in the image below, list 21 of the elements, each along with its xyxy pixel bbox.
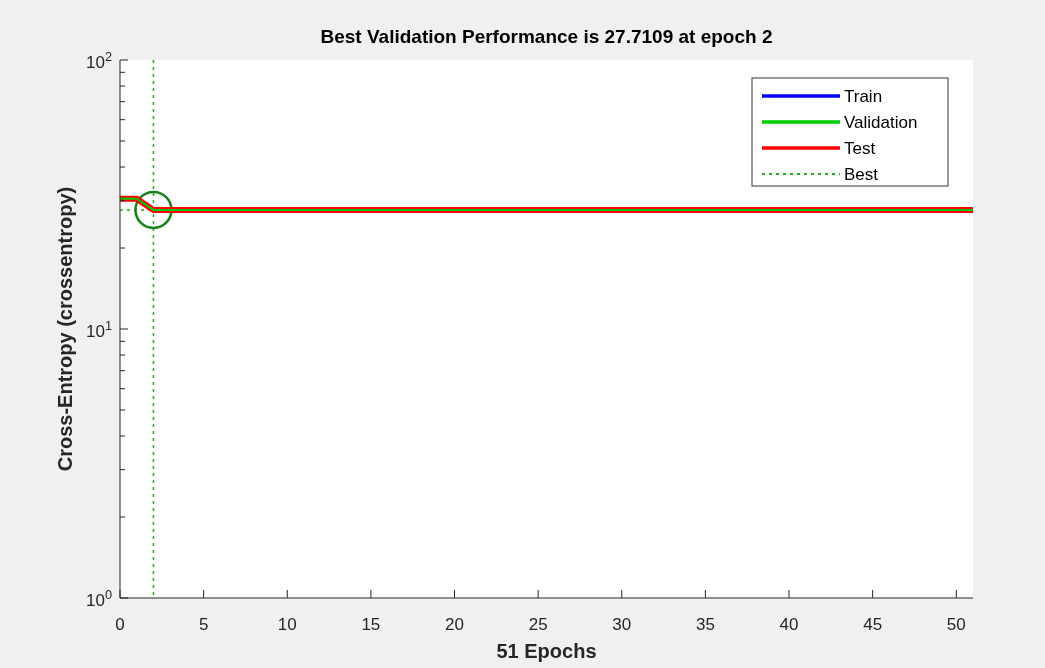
x-tick-label: 10 — [277, 615, 297, 634]
x-tick-label: 35 — [695, 615, 715, 634]
x-tick-label: 15 — [361, 615, 381, 634]
legend-label: Validation — [844, 113, 918, 132]
y-tick-label: 10$^{2}$ — [85, 48, 112, 72]
x-tick-label: 45 — [863, 615, 883, 634]
x-tick-label: 50 — [946, 615, 966, 634]
x-tick-label: 30 — [612, 615, 632, 634]
legend-label: Test — [844, 139, 876, 158]
y-tick-label: 10$^{1}$ — [85, 317, 112, 341]
chart-title: Best Validation Performance is 27.7109 at epoch 2 — [320, 26, 773, 47]
x-tick-label: 0 — [115, 615, 125, 634]
x-tick-label: 20 — [445, 615, 464, 634]
y-tick-label: 10$^{0}$ — [85, 586, 112, 610]
x-tick-label: 5 — [198, 615, 209, 634]
x-axis-title: 51 Epochs — [496, 640, 597, 662]
legend-label: Best — [844, 165, 879, 184]
x-tick-label: 25 — [528, 615, 548, 634]
x-tick-label: 40 — [779, 615, 799, 634]
y-axis-title: Cross-Entropy (crossentropy) — [54, 186, 76, 472]
legend-label: Train — [844, 87, 883, 106]
